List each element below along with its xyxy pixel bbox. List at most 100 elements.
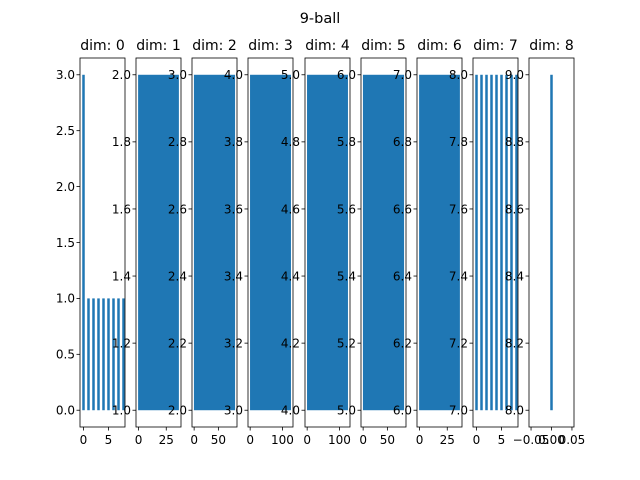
panel-title: dim: 5 <box>361 38 406 54</box>
x-tick-label: 0 <box>80 433 88 447</box>
x-tick-label: 0 <box>359 433 367 447</box>
x-tick-label: 5 <box>105 433 113 447</box>
x-tick-label: 50 <box>211 433 226 447</box>
panel-dim-6: dim: 6 6.0 6.2 6.4 6.6 6.8 7.0 0 25 <box>393 38 463 447</box>
bar-band <box>193 74 236 411</box>
y-tick-label: 7.4 <box>449 269 468 283</box>
y-tick-label: 7.0 <box>449 404 468 418</box>
y-tick-label: 7.8 <box>449 135 468 149</box>
y-tick-label: 8.4 <box>505 269 524 283</box>
bar-6 <box>112 298 115 411</box>
y-tick-label: 5.0 <box>281 68 300 82</box>
x-tick-label: 0.05 <box>559 433 586 447</box>
y-tick-label: 8.8 <box>505 135 524 149</box>
bar-band <box>362 74 405 411</box>
panel-dim-1: dim: 1 1.0 1.2 1.4 1.6 1.8 2.0 0 25 <box>112 38 182 447</box>
y-tick-label: 6.2 <box>393 336 412 350</box>
panel-dim-3: dim: 3 3.0 3.2 3.4 3.6 3.8 4.0 0 100 <box>224 38 294 447</box>
y-tick-label: 4.0 <box>224 68 243 82</box>
axes-frame <box>191 57 238 428</box>
panel-dim-7: dim: 7 7.0 7.2 7.4 7.6 7.8 8.0 0 5 <box>449 38 519 447</box>
x-tick-label: 25 <box>440 433 455 447</box>
x-tick-label: 0 <box>416 433 424 447</box>
y-tick-label: 6.0 <box>393 404 412 418</box>
bar-1 <box>87 298 90 411</box>
panels: dim: 0 0.0 0.5 1.0 1.5 2.0 2.5 3.0 0 5 dim: 1 1.0 1.… <box>56 38 585 447</box>
x-tick-label: 0 <box>190 433 198 447</box>
bar-5 <box>107 298 110 411</box>
x-tick-label: 0 <box>473 433 481 447</box>
panel-dim-2: dim: 2 2.0 2.2 2.4 2.6 2.8 3.0 0 50 <box>168 38 238 447</box>
y-tick-label: 4.2 <box>281 336 300 350</box>
y-tick-label: 4.8 <box>281 135 300 149</box>
x-tick-label: 100 <box>271 433 294 447</box>
y-tick-label: 1.2 <box>112 336 131 350</box>
axes-frame <box>135 57 182 428</box>
bar-3 <box>97 298 100 411</box>
y-tick-label: 2.0 <box>56 180 75 194</box>
y-tick-label: 5.0 <box>337 404 356 418</box>
y-tick-label: 8.0 <box>449 68 468 82</box>
bar-6 <box>505 74 508 411</box>
y-tick-label: 6.8 <box>393 135 412 149</box>
y-tick-label: 5.2 <box>337 336 356 350</box>
x-tick-label: 0 <box>246 433 254 447</box>
panel-dim-8: dim: 8 8.0 8.2 8.4 8.6 8.8 9.0 −0.050.000.05 <box>505 38 585 447</box>
y-tick-label: 5.4 <box>337 269 356 283</box>
panel-title: dim: 1 <box>136 38 181 54</box>
y-tick-label: 4.6 <box>281 202 300 216</box>
y-tick-label: 8.6 <box>505 202 524 216</box>
y-tick-label: 3.2 <box>224 336 243 350</box>
y-tick-label: 2.2 <box>168 336 187 350</box>
x-tick-label: 5 <box>498 433 506 447</box>
y-tick-label: 2.4 <box>168 269 187 283</box>
y-tick-label: 1.8 <box>112 135 131 149</box>
panel-title: dim: 4 <box>305 38 350 54</box>
bar-band <box>138 74 179 411</box>
y-tick-label: 1.5 <box>56 236 75 250</box>
bar-0 <box>475 74 478 411</box>
bar-band <box>419 74 460 411</box>
panel-title: dim: 8 <box>529 38 574 54</box>
axes-frame <box>360 57 407 428</box>
y-tick-label: 9.0 <box>505 68 524 82</box>
bar-band <box>250 74 291 411</box>
y-tick-label: 3.8 <box>224 135 243 149</box>
axes-frame <box>304 57 351 428</box>
axes-frame <box>247 57 294 428</box>
y-tick-label: 7.2 <box>449 336 468 350</box>
y-tick-label: 3.4 <box>224 269 243 283</box>
bar-band <box>307 74 348 411</box>
y-tick-label: 8.2 <box>505 336 524 350</box>
y-tick-label: 1.4 <box>112 269 131 283</box>
y-tick-label: 8.0 <box>505 404 524 418</box>
bar-5 <box>500 74 503 411</box>
figure-title: 9-ball <box>300 11 341 27</box>
x-tick-label: 0 <box>303 433 311 447</box>
y-tick-label: 2.5 <box>56 124 75 138</box>
bar-3 <box>490 74 493 411</box>
bar-1 <box>480 74 483 411</box>
x-tick-label: 25 <box>159 433 174 447</box>
panel-title: dim: 0 <box>80 38 125 54</box>
panel-dim-5: dim: 5 5.0 5.2 5.4 5.6 5.8 6.0 0 50 <box>337 38 407 447</box>
y-tick-label: 1.0 <box>56 292 75 306</box>
y-tick-label: 3.0 <box>224 404 243 418</box>
axes-frame <box>472 57 519 428</box>
bar-0 <box>550 74 553 411</box>
x-tick-label: 50 <box>380 433 395 447</box>
y-tick-label: 2.8 <box>168 135 187 149</box>
bar-4 <box>102 298 105 411</box>
x-tick-label: 0.00 <box>538 433 565 447</box>
bar-7 <box>117 298 120 411</box>
y-tick-label: 3.0 <box>168 68 187 82</box>
bar-2 <box>485 74 488 411</box>
y-tick-label: 6.0 <box>337 68 356 82</box>
y-tick-label: 3.0 <box>56 68 75 82</box>
bar-8 <box>122 298 125 411</box>
y-tick-label: 6.4 <box>393 269 412 283</box>
panel-dim-4: dim: 4 4.0 4.2 4.4 4.6 4.8 5.0 0 100 <box>281 38 351 447</box>
y-tick-label: 7.6 <box>449 202 468 216</box>
y-tick-label: 0.0 <box>56 404 75 418</box>
panel-title: dim: 3 <box>248 38 293 54</box>
